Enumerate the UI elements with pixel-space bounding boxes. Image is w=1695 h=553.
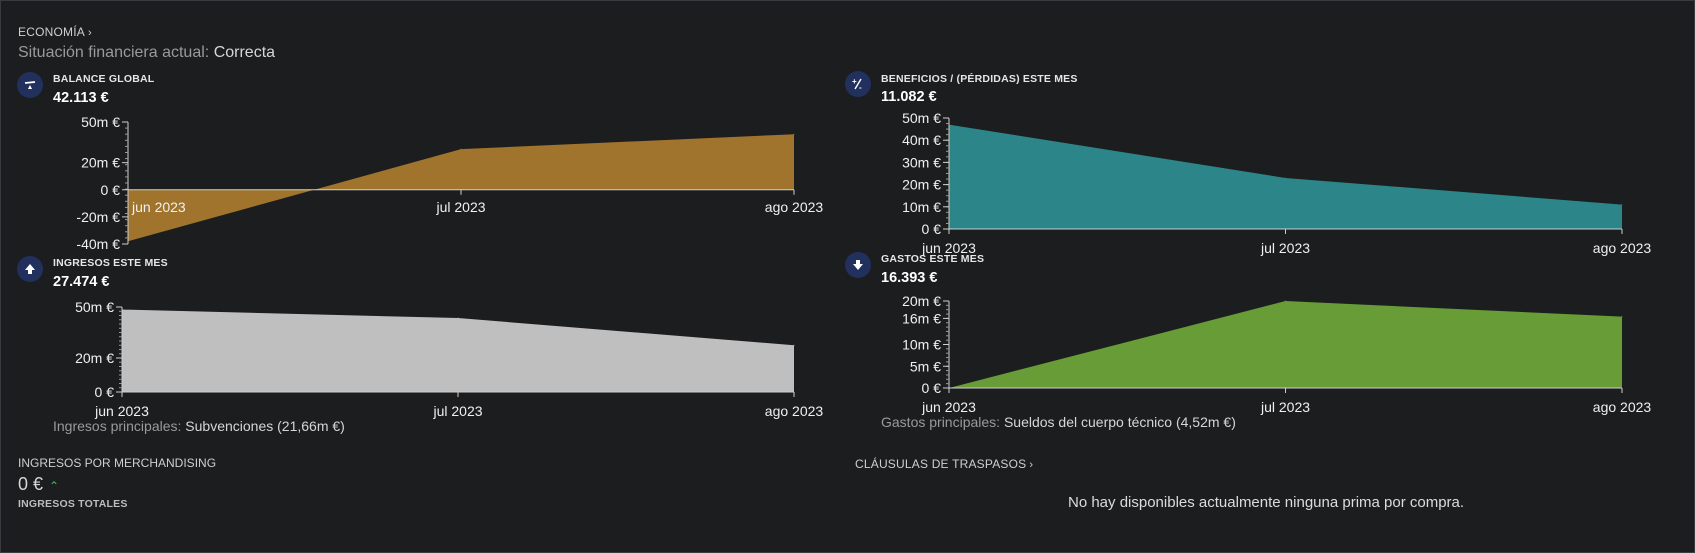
- income-main-label: Ingresos principales:: [53, 418, 182, 434]
- svg-text:+: +: [852, 77, 857, 86]
- expenses-main-value: Sueldos del cuerpo técnico (4,52m €): [1003, 414, 1236, 430]
- plus-minus-icon: + -: [845, 71, 871, 97]
- expenses-title: GASTOS ESTE MES: [881, 253, 985, 265]
- no-bonus-message: No hay disponibles actualmente ninguna p…: [1068, 494, 1465, 511]
- balance-title: BALANCE GLOBAL: [53, 73, 155, 85]
- income-main-value: Subvenciones (21,66m €): [185, 418, 345, 434]
- economy-link[interactable]: ECONOMÍA ›: [18, 25, 92, 39]
- expenses-main-label: Gastos principales:: [881, 414, 1001, 430]
- balance-value: 42.113 €: [53, 90, 109, 106]
- transfer-clauses-label: CLÁUSULAS DE TRASPASOS: [855, 457, 1027, 471]
- merch-income-label: INGRESOS POR MERCHANDISING: [18, 456, 217, 470]
- expenses-value: 16.393 €: [881, 270, 938, 286]
- economy-link-label: ECONOMÍA: [18, 25, 85, 39]
- profit-title: BENEFICIOS / (PÉRDIDAS) ESTE MES: [881, 73, 1078, 85]
- scale-icon: [17, 72, 43, 98]
- income-main-source: Ingresos principales: Subvenciones (21,6…: [53, 418, 345, 434]
- arrow-up-icon: [17, 256, 43, 282]
- status-label: Situación financiera actual:: [18, 44, 210, 61]
- arrow-down-icon: [845, 252, 871, 278]
- total-income-label: INGRESOS TOTALES: [18, 498, 128, 510]
- chevron-right-icon: ›: [1029, 459, 1034, 471]
- income-title: INGRESOS ESTE MES: [53, 257, 168, 269]
- transfer-clauses-link[interactable]: CLÁUSULAS DE TRASPASOS ›: [855, 457, 1033, 471]
- svg-text:-: -: [859, 83, 862, 91]
- status-value: Correcta: [213, 44, 276, 61]
- merch-income-value: 0 €: [18, 474, 44, 494]
- profit-value: 11.082 €: [881, 89, 937, 105]
- chevron-up-icon: ⌃: [49, 479, 60, 493]
- expenses-main-source: Gastos principales: Sueldos del cuerpo t…: [881, 414, 1236, 430]
- financial-status: Situación financiera actual: Correcta: [18, 44, 275, 62]
- merch-income: 0 € ⌃: [18, 474, 59, 495]
- chevron-right-icon: ›: [87, 27, 92, 39]
- income-value: 27.474 €: [53, 274, 110, 290]
